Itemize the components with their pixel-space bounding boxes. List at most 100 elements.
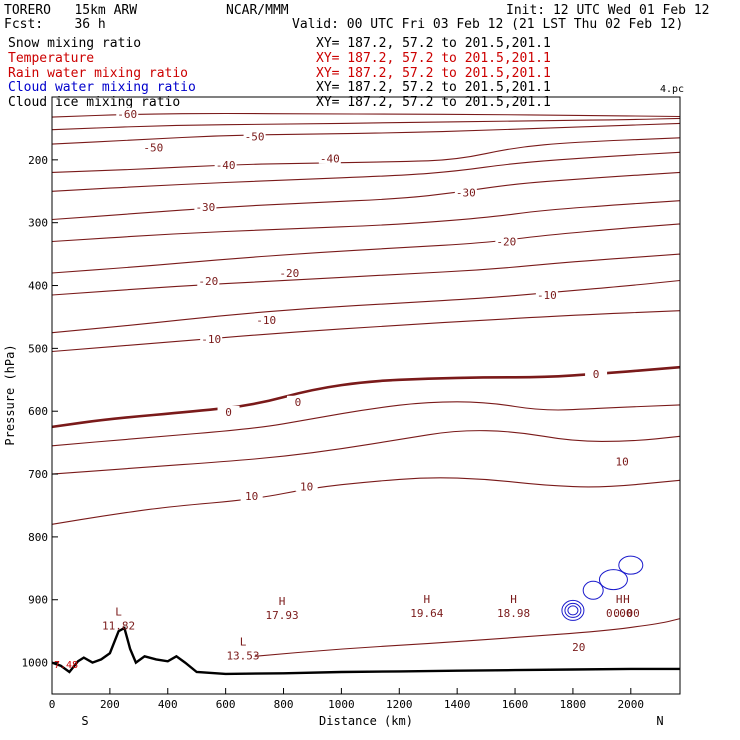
isotherm-label-bg [255,314,278,326]
cloud-contour-5 [618,555,644,575]
forecast-label: Fcst: 36 h [4,17,106,32]
y-tick-label: 900 [28,594,48,607]
isotherm-14 [51,477,681,525]
isotherm-12 [51,401,681,447]
plot-frame [51,96,681,695]
isotherm-label-bg [214,158,237,170]
isotherm-label: -40 [320,153,340,166]
field-xy-snow: XY= 187.2, 57.2 to 201.5,201.1 [316,36,551,51]
isotherm-label: -60 [117,108,137,121]
isotherm-label: -20 [279,267,299,280]
y-tick-label: 800 [28,531,48,544]
extreme-value: 13.53 [226,649,259,662]
y-axis-title: Pressure (hPa) [3,344,17,445]
isotherm-label-bg [318,152,341,164]
isotherm-label: 10 [615,455,628,468]
x-tick-label: 2000 [618,698,645,711]
field-xy-cloud-ice: XY= 187.2, 57.2 to 201.5,201.1 [316,95,551,110]
cloud-contour-2 [567,605,579,616]
isotherm-13 [51,430,681,475]
isotherm-label-bg [194,200,217,212]
x-tick-label: 1800 [560,698,587,711]
isotherm-label-bg [286,395,309,407]
isotherm-5 [51,171,681,221]
center-label: NCAR/MMM [226,3,289,18]
extreme-letter: L [240,635,247,648]
isotherm-15 [254,618,681,657]
isotherm-label-bg [295,480,318,492]
y-tick-label: 300 [28,217,48,230]
isotherm-7 [51,223,681,274]
extreme-letter: H [616,593,623,606]
isotherm-label: -40 [216,159,236,172]
extreme-value: 11.82 [102,620,135,633]
isotherm-label: -50 [143,141,163,154]
extreme-value: 18.98 [497,607,530,620]
field-name-cloud-ice: Cloud ice mixing ratio [8,95,181,110]
isotherm-9 [51,279,681,334]
isotherm-label: 10 [300,481,313,494]
isotherm-label-bg [142,141,165,153]
isotherm-label-bg [240,490,263,502]
cloud-contour-0 [561,599,585,621]
isotherm-11 [51,365,681,429]
isotherm-8 [51,253,681,296]
y-tick-label: 600 [28,405,48,418]
x-tick-label: 1600 [502,698,529,711]
isotherm-layer [51,112,681,657]
y-tick-label: 500 [28,342,48,355]
x-tick-label: 1000 [328,698,355,711]
x-tick-label: 1400 [444,698,471,711]
isotherm-label-bg [535,288,558,300]
x-tick-label: 1200 [386,698,413,711]
x-axis-title: Distance (km) [319,714,413,728]
extreme-letter: L [115,606,122,619]
isotherm-label: 0 [225,406,232,419]
isotherm-label: -50 [245,131,265,144]
field-xy-temperature: XY= 187.2, 57.2 to 201.5,201.1 [316,51,551,66]
y-tick-label: 700 [28,468,48,481]
isotherm-label: -10 [537,289,557,302]
x-tick-label: 400 [158,698,178,711]
isotherm-3 [51,137,681,173]
isotherm-label-bg [495,235,518,247]
isotherm-label-bg [585,368,608,380]
x-end-right: N [656,714,663,728]
extreme-value: 0.00 [613,607,640,620]
isotherm-10 [51,310,681,353]
model-label: TORERO 15km ARW [4,3,138,18]
y-tick-label: 200 [28,154,48,167]
isotherm-label: -20 [496,236,516,249]
isotherm-label-bg [200,332,223,344]
field-name-snow: Snow mixing ratio [8,36,142,51]
y-tick-label: 400 [28,280,48,293]
isotherm-label-bg [217,405,240,417]
y-tick-label: 1000 [22,657,49,670]
x-tick-label: 200 [100,698,120,711]
extreme-letter: H [279,595,286,608]
isotherm-label: 0 [295,396,302,409]
contour-label-layer: -60 -50 -50 -40 -40 -30 -30 -20 -20 -20 -10 -10 -10 0… [116,107,634,654]
extreme-value: 19.64 [410,607,443,620]
cloud-contour-3 [582,580,604,600]
init-label: Init: 12 UTC Wed 01 Feb 12 [506,3,710,18]
isotherm-label: -20 [198,275,218,288]
isotherm-label-bg [454,186,477,198]
isotherm-label-bg [243,130,266,142]
isotherm-label: -30 [195,201,215,214]
field-xy-cloud-water: XY= 187.2, 57.2 to 201.5,201.1 [316,80,551,95]
corner-value: 7.48 [54,660,78,671]
field-xy-rain: XY= 187.2, 57.2 to 201.5,201.1 [316,66,551,81]
isotherm-label-bg [197,275,220,287]
isotherm-label-bg [567,640,590,652]
cloud-contour-1 [564,602,582,618]
x-end-left: S [81,714,88,728]
x-tick-label: 800 [274,698,294,711]
isotherm-label: -30 [456,187,476,200]
extreme-value: 17.93 [266,609,299,622]
terrain-line [51,626,680,676]
isotherm-4 [51,151,681,192]
isotherm-label: 10 [245,490,258,503]
corner-label: 4.pc [660,84,684,95]
isotherm-label: -10 [201,333,221,346]
